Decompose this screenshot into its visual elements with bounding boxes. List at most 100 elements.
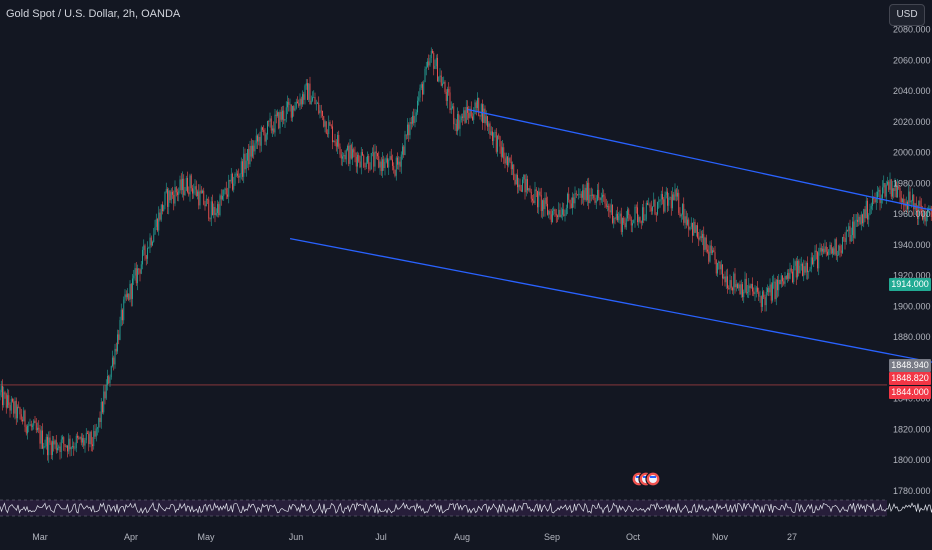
candle-body	[485, 116, 487, 124]
candle-body	[395, 157, 397, 176]
candle-body	[925, 216, 927, 222]
price-channel[interactable]	[289, 108, 932, 493]
candle-body	[755, 287, 757, 293]
candle-body	[882, 187, 883, 199]
currency-button[interactable]: USD	[889, 4, 925, 26]
candle-body	[64, 444, 66, 447]
candle-body	[885, 184, 887, 197]
candle-body	[399, 161, 401, 167]
x-label-aug: Aug	[453, 532, 471, 542]
candle-body	[683, 204, 685, 223]
x-label-apr: Apr	[123, 532, 139, 542]
candle-body	[533, 200, 535, 204]
candle-body	[917, 210, 918, 219]
candle-body	[257, 135, 258, 142]
candle-body	[622, 217, 623, 232]
candle-body	[524, 174, 526, 193]
candle-body	[297, 101, 298, 104]
candle-body	[22, 419, 23, 422]
candle-body	[903, 199, 905, 206]
candle-body	[599, 197, 601, 201]
candle-body	[435, 57, 437, 67]
candle-body	[848, 226, 850, 231]
candle-body	[303, 94, 305, 100]
candle-body	[207, 198, 208, 200]
candle-body	[585, 187, 587, 201]
candle-body	[79, 436, 81, 439]
candle-body	[394, 169, 396, 176]
position-box[interactable]	[0, 285, 932, 393]
stop-price-tag: 1844.000	[889, 385, 931, 399]
x-label-nov: Nov	[711, 532, 729, 542]
candle-body	[209, 218, 211, 220]
candle-body	[243, 153, 245, 177]
candle-body	[283, 110, 285, 121]
candle-body	[594, 197, 596, 203]
candle-body	[105, 384, 107, 399]
candle-body	[923, 210, 925, 220]
candle-body	[694, 221, 696, 233]
candle-body	[193, 189, 195, 194]
candle-body	[52, 441, 53, 456]
candle-body	[488, 123, 490, 127]
candle-body	[748, 285, 750, 293]
candle-body	[339, 146, 341, 155]
candle-body	[654, 199, 656, 215]
candle-body	[777, 279, 778, 291]
candle-body	[327, 133, 328, 135]
candle-body	[68, 438, 70, 452]
candle-body	[773, 281, 775, 283]
candle-body	[133, 275, 135, 279]
candle-body	[858, 216, 860, 222]
candle-body	[634, 206, 636, 221]
candle-body	[818, 252, 820, 269]
candle-body	[887, 181, 888, 185]
candle-body	[547, 203, 548, 215]
candle-body	[125, 294, 127, 298]
candle-body	[227, 194, 228, 197]
candle-body	[792, 271, 793, 283]
candle-body	[910, 200, 912, 203]
candle-body	[530, 191, 532, 199]
candle-body	[618, 216, 620, 221]
candle-body	[913, 194, 915, 210]
candle-body	[378, 156, 380, 168]
candle-body	[635, 206, 637, 208]
candle-body	[477, 98, 478, 108]
candle-body	[94, 431, 96, 437]
candle-body	[573, 197, 575, 204]
candle-body	[567, 193, 568, 208]
candle-body	[709, 245, 711, 262]
candle-body	[798, 260, 800, 274]
candle-body	[335, 142, 337, 147]
candle-body	[787, 272, 788, 279]
candle-body	[337, 134, 338, 147]
candle-body	[627, 209, 628, 219]
candle-body	[609, 210, 611, 213]
candle-body	[109, 377, 111, 384]
candle-body	[602, 194, 603, 198]
candle-body	[179, 179, 181, 191]
candle-body	[927, 209, 928, 217]
event-flag-icon[interactable]	[645, 471, 661, 487]
candle-body	[473, 114, 475, 120]
event-icons[interactable]	[631, 471, 661, 487]
candle-body	[737, 284, 738, 289]
candle-body	[828, 249, 830, 255]
y-tick-label: 1920.000	[893, 271, 931, 281]
candle-body	[19, 407, 21, 415]
candle-body	[897, 186, 898, 198]
candle-body	[837, 254, 838, 256]
candle-body	[235, 173, 237, 175]
candle-body	[59, 446, 61, 453]
candle-body	[448, 89, 450, 93]
price-axis[interactable]: 1780.0001800.0001820.0001840.0001860.000…	[893, 25, 931, 496]
candle-body	[285, 107, 287, 120]
candle-body	[132, 278, 133, 299]
candle-body	[424, 68, 426, 83]
candle-body	[234, 174, 236, 184]
candle-body	[250, 145, 252, 157]
candle-body	[57, 447, 58, 451]
candle-body	[295, 101, 297, 109]
